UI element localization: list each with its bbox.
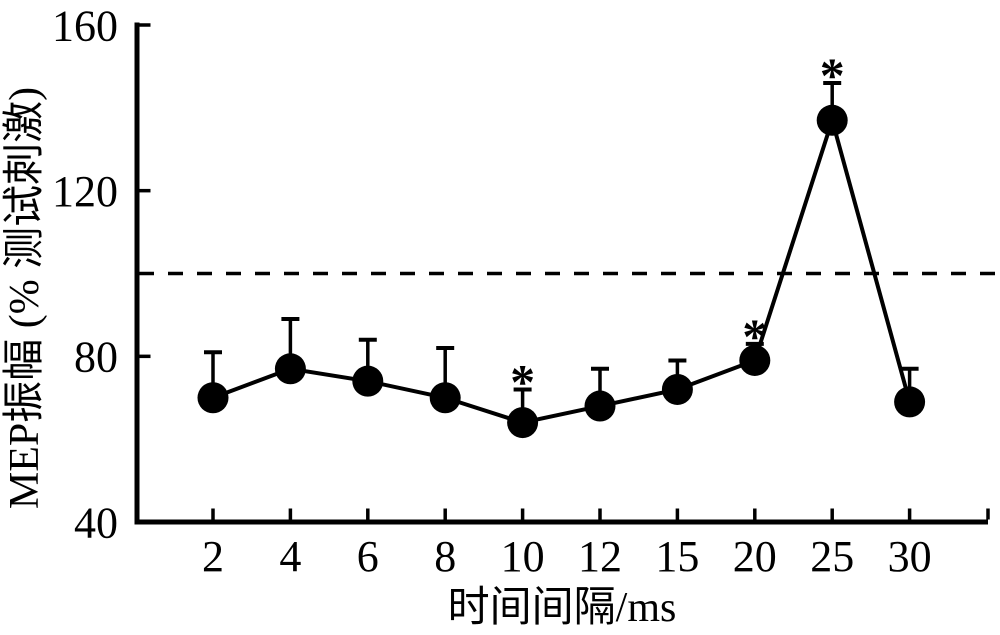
y-axis-label: MEP振幅 (% 测试刺激) xyxy=(2,87,48,509)
data-point-marker xyxy=(661,373,693,405)
plot-area: 40 80 120 160 2 4 6 8 10 12 15 20 25 30 * * * xyxy=(52,1,997,581)
data-point-marker xyxy=(739,344,771,376)
significance-asterisk: * xyxy=(510,353,535,409)
x-tick-label: 12 xyxy=(578,532,622,581)
x-tick-label: 6 xyxy=(357,532,379,581)
data-point-marker xyxy=(429,382,461,414)
data-point-marker xyxy=(816,104,848,136)
x-tick-label: 25 xyxy=(810,532,854,581)
x-tick-label: 8 xyxy=(434,532,456,581)
x-tick-label: 4 xyxy=(279,532,301,581)
x-tick-label: 15 xyxy=(655,532,699,581)
significance-asterisk: * xyxy=(820,47,845,103)
significance-asterisk: * xyxy=(742,308,767,364)
data-point-marker xyxy=(584,390,616,422)
x-axis-label: 时间间隔/ms xyxy=(448,585,677,631)
y-tick-label: 120 xyxy=(52,167,118,216)
x-tick-label: 30 xyxy=(888,532,932,581)
y-tick-label: 160 xyxy=(52,1,118,50)
y-tick-label: 80 xyxy=(74,333,118,382)
data-point-marker xyxy=(507,407,539,439)
x-tick-label: 20 xyxy=(733,532,777,581)
x-tick-label: 2 xyxy=(202,532,224,581)
axes xyxy=(134,22,988,525)
x-tick-label: 10 xyxy=(501,532,545,581)
data-point-marker xyxy=(274,353,306,385)
data-point-marker xyxy=(197,382,229,414)
data-point-marker xyxy=(352,365,384,397)
y-tick-label: 40 xyxy=(74,498,118,547)
data-point-marker xyxy=(894,386,926,418)
data-line xyxy=(212,113,912,425)
